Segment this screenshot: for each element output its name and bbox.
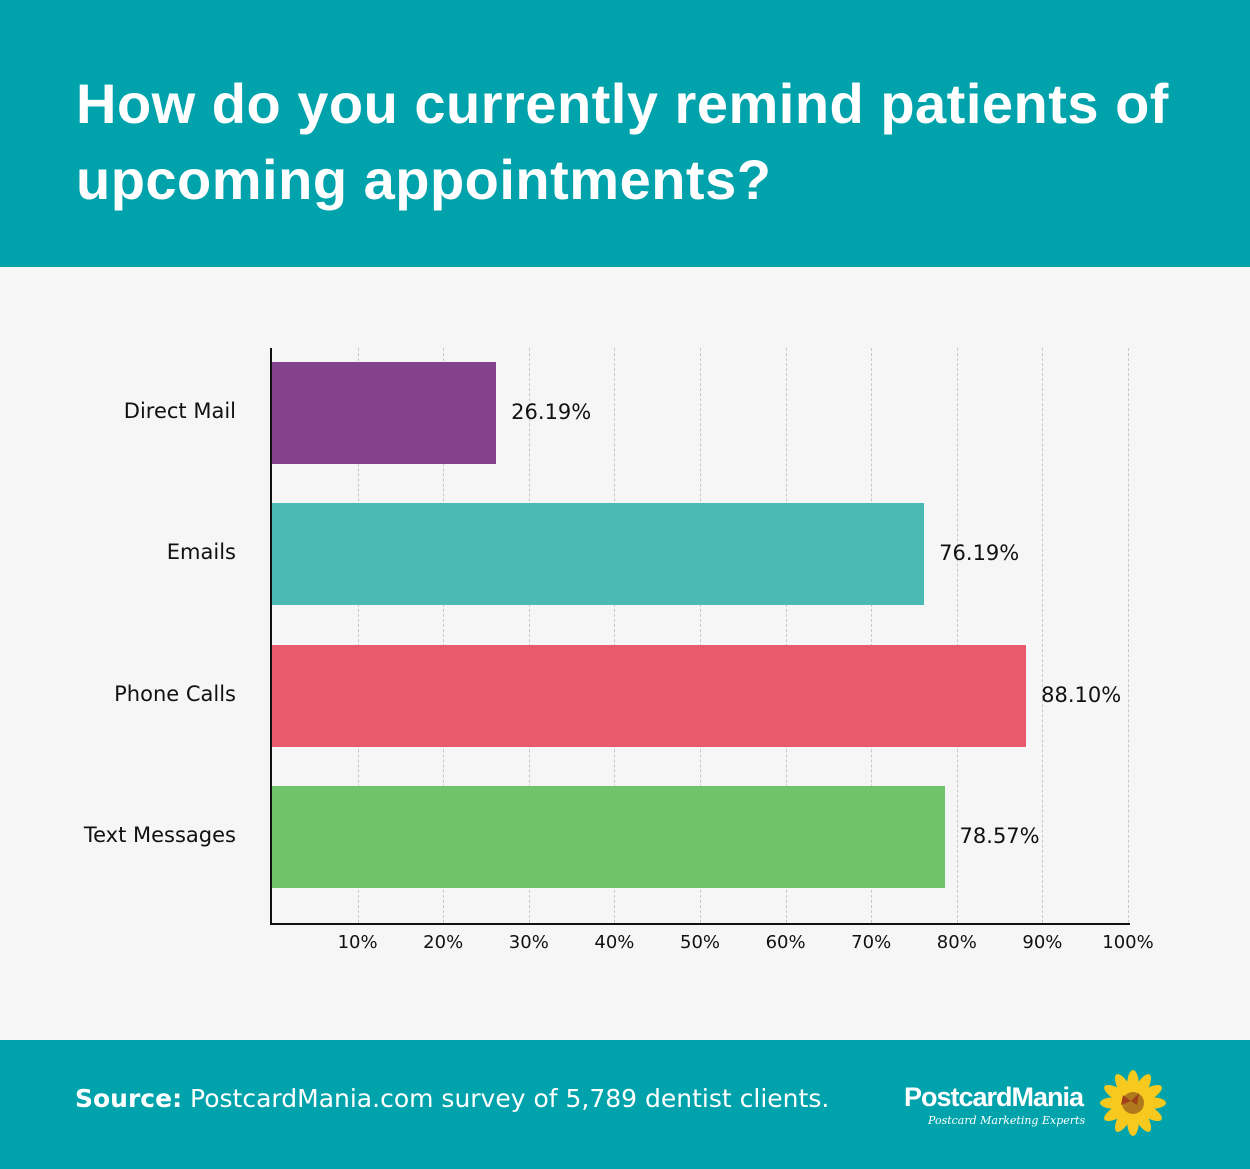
- bar-phone-calls: [272, 645, 1027, 747]
- bar-text-messages: [272, 786, 945, 888]
- gridline: [528, 348, 530, 923]
- x-tick-label: 20%: [423, 932, 464, 953]
- gridline: [357, 348, 359, 923]
- category-label: Phone Calls: [114, 682, 236, 706]
- category-label: Direct Mail: [123, 399, 236, 423]
- gridline: [700, 348, 701, 923]
- gridline: [871, 348, 873, 923]
- x-axis-line: [270, 923, 1130, 925]
- bar-direct-mail: [272, 362, 497, 464]
- sunflower-icon: [1100, 1070, 1166, 1136]
- logo-tagline: Postcard Marketing Experts: [928, 1114, 1086, 1127]
- x-tick-label: 80%: [936, 932, 977, 953]
- value-label: 26.19%: [511, 400, 592, 424]
- gridline: [443, 348, 445, 923]
- source-label: Source:: [75, 1084, 183, 1113]
- x-tick-label: 60%: [765, 932, 806, 953]
- logo-name: PostcardMania: [904, 1082, 1084, 1112]
- value-label: 88.10%: [1041, 683, 1122, 707]
- source-note: Source: PostcardMania.com survey of 5,78…: [75, 1084, 829, 1113]
- category-label: Text Messages: [83, 823, 236, 847]
- x-tick-label: 10%: [337, 932, 378, 953]
- y-axis-line: [270, 348, 272, 925]
- bar-emails: [272, 503, 925, 605]
- gridline: [956, 348, 958, 923]
- value-label: 76.19%: [939, 541, 1020, 565]
- x-tick-label: 30%: [508, 932, 549, 953]
- gridline: [785, 348, 787, 923]
- header-banner: How do you currently remind patients of …: [0, 0, 1250, 267]
- x-tick-label: 70%: [851, 932, 892, 953]
- x-tick-label: 50%: [679, 932, 721, 953]
- x-tick-label: 40%: [594, 932, 635, 953]
- gridline: [1042, 348, 1044, 923]
- x-tick-label: 100%: [1102, 932, 1154, 953]
- postcardmania-logo: PostcardMania Postcard Marketing Experts: [904, 1068, 1166, 1140]
- value-label: 78.57%: [959, 824, 1040, 848]
- chart-title: How do you currently remind patients of …: [76, 72, 1169, 211]
- gridline: [614, 348, 616, 923]
- x-tick-label: 90%: [1022, 932, 1063, 953]
- source-text: PostcardMania.com survey of 5,789 dentis…: [190, 1084, 830, 1113]
- gridline: [1128, 348, 1129, 923]
- footer-banner: [0, 1040, 1250, 1169]
- category-label: Emails: [166, 540, 236, 564]
